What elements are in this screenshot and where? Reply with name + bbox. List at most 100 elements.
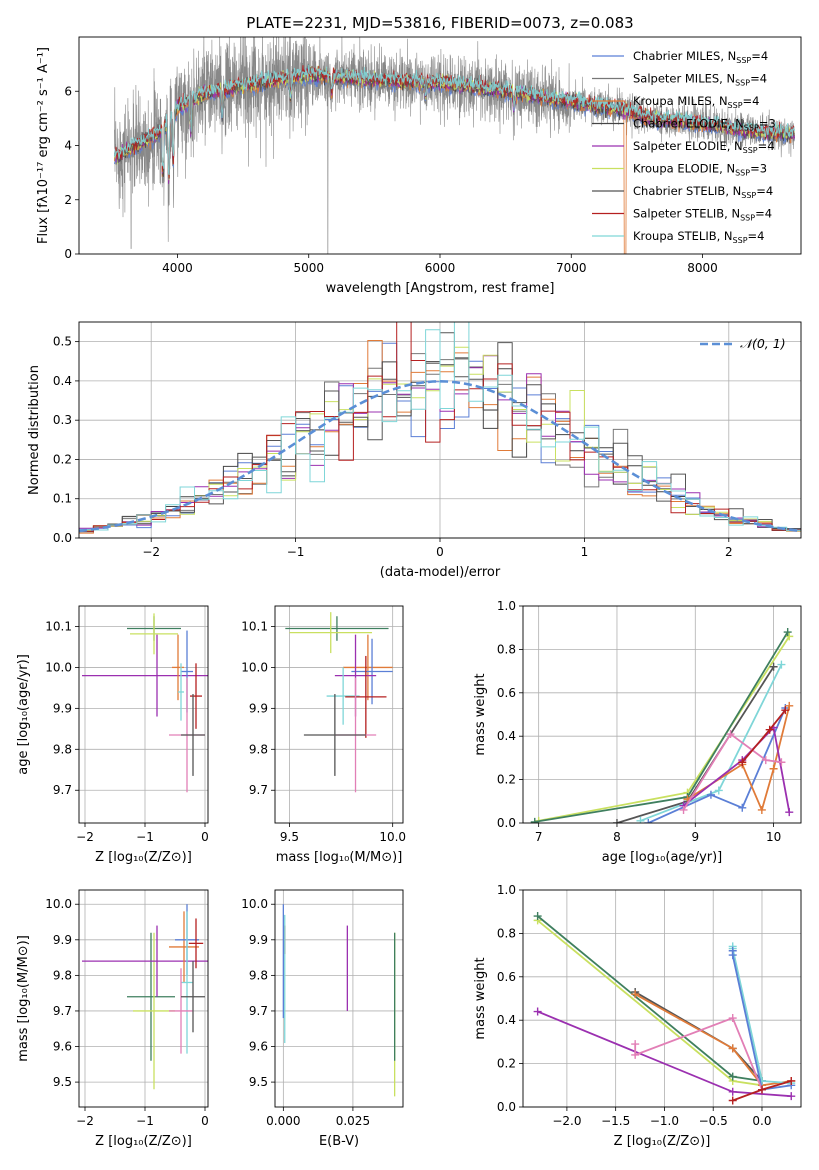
y-tick-label: 10.1: [45, 619, 72, 633]
legend-label: Kroupa ELODIE, NSSP=3: [633, 162, 767, 178]
legend-sub: SSP: [741, 191, 756, 200]
y-tick-label: 0.4: [497, 1013, 516, 1027]
panel-Z-weight: −2.0 −1.5 −1.0 −0.5 0.0 0.0 0.2 0.4 0.6 0.8 1.0 Z […: [473, 883, 802, 1149]
weight-marker: [612, 819, 621, 823]
panel-mass-age: 9.5 10.0 9.7 9.8 9.9 10.0 10.1 mass [log₁₀(M/M⊙…: [241, 605, 406, 865]
axes-frame: [78, 605, 209, 824]
weight-marker: [787, 1092, 796, 1101]
x-tick-label: 0: [201, 830, 209, 844]
x-tick-label: 1: [581, 545, 589, 559]
y-tick-label: 9.7: [53, 783, 72, 797]
x-tick-label: 7000: [556, 261, 587, 275]
weight-marker: [728, 1087, 737, 1096]
weight-marker: [777, 758, 786, 767]
y-tick-label: 10.0: [45, 660, 72, 674]
grid: [523, 605, 801, 824]
x-tick-label: −1: [136, 1114, 154, 1128]
y-tick-label: 0.6: [497, 686, 516, 700]
weight-series-pink: [634, 1016, 763, 1090]
weight-marker: [728, 1072, 737, 1081]
y-tick-label: 9.6: [53, 1040, 72, 1054]
x-tick-label: −1.0: [650, 1114, 679, 1128]
panel-Z-age: −2 −1 0 9.7 9.8 9.9 10.0 10.1 Z [log₁₀(Z/Z⊙)] age…: [16, 605, 209, 865]
legend-text: Kroupa ELODIE, N: [633, 162, 735, 176]
weight-marker: [738, 803, 747, 812]
weight-marker: [757, 805, 766, 814]
axes-frame: [78, 321, 802, 539]
weight-marker: [785, 808, 794, 817]
legend-sub: SSP: [736, 56, 751, 65]
x-axis-label: Z [log₁₀(Z/Z⊙)]: [95, 850, 192, 865]
weight-marker: [644, 819, 653, 823]
y-tick-label: 9.8: [53, 968, 72, 982]
y-tick-label: 9.9: [249, 933, 268, 947]
x-tick-label: 5000: [293, 261, 324, 275]
weight-series-kroupa_miles: [634, 993, 792, 1087]
panel-residuals: −2 −1 0 1 2 0.0 0.1 0.2 0.3 0.4 0.5 (data-model)/er…: [27, 321, 802, 580]
y-tick-label: 10.1: [241, 619, 268, 633]
y-tick-label: 10.0: [45, 897, 72, 911]
y-tick-label: 9.9: [53, 933, 72, 947]
y-tick-label: 0.1: [53, 492, 72, 506]
x-tick-label: 2: [725, 545, 733, 559]
y-tick-label: 0.2: [497, 1057, 516, 1071]
y-tick-label: 0.0: [497, 1100, 516, 1114]
histogram-kroupa_stelib: [79, 322, 801, 532]
x-tick-label: −1: [136, 830, 154, 844]
weight-series-kroupa_elodie: [538, 635, 791, 822]
legend-sub: SSP: [733, 236, 748, 245]
x-tick-label: 7: [535, 830, 543, 844]
plot-area: [113, 37, 795, 254]
legend-suffix: =3: [750, 162, 767, 176]
y-tick-label: 6: [64, 84, 72, 98]
weight-marker: [757, 1085, 766, 1094]
x-tick-label: −2: [76, 830, 94, 844]
legend-sub: SSP: [735, 79, 750, 88]
y-tick-label: 9.7: [53, 1004, 72, 1018]
legend-text: Salpeter ELODIE, N: [633, 139, 743, 153]
y-tick-label: 9.6: [249, 1040, 268, 1054]
weight-marker: [728, 1014, 737, 1023]
x-tick-label: 0.0: [752, 1114, 771, 1128]
y-axis-label: age [log₁₀(age/yr)]: [16, 654, 31, 775]
x-tick-label: −0.5: [699, 1114, 728, 1128]
y-axis-label: mass weight: [473, 673, 488, 755]
y-tick-label: 10.0: [241, 660, 268, 674]
panel-EBV-mass: 0.000 0.025 9.5 9.6 9.7 9.8 9.9 10.0 E(B-V): [241, 889, 404, 1149]
weight-marker: [785, 701, 794, 710]
weight-marker: [636, 816, 645, 823]
weight-marker: [530, 817, 539, 823]
y-axis-label: Flux [fλ10⁻¹⁷ erg cm⁻² s⁻¹ A⁻¹]: [36, 47, 51, 244]
plot-area: [530, 628, 794, 823]
x-axis-label: (data-model)/error: [380, 565, 501, 580]
x-tick-label: 0: [436, 545, 444, 559]
x-axis-label: Z [log₁₀(Z/Z⊙)]: [95, 1134, 192, 1149]
x-tick-label: 10.0: [379, 830, 406, 844]
legend-suffix: =4: [755, 207, 772, 221]
histogram-salpeter_stelib: [79, 322, 801, 532]
legend-sub: SSP: [740, 214, 755, 223]
weight-marker: [728, 1096, 737, 1105]
weight-marker: [728, 951, 737, 960]
y-tick-label: 9.7: [249, 1004, 268, 1018]
weight-marker: [783, 628, 792, 637]
weight-marker: [738, 758, 747, 767]
plot-area: [282, 904, 396, 1097]
y-tick-label: 9.9: [249, 701, 268, 715]
x-tick-label: 0.025: [336, 1114, 370, 1128]
y-axis-label: mass [log₁₀(M/M⊙)]: [16, 935, 31, 1062]
legend-text: Salpeter MILES, N: [633, 72, 735, 86]
legend-text: Chabrier MILES, N: [633, 49, 736, 63]
weight-marker: [679, 805, 688, 814]
figure-title: PLATE=2231, MJD=53816, FIBERID=0073, z=0…: [246, 14, 633, 32]
y-tick-label: 0.5: [53, 335, 72, 349]
x-tick-label: −2: [76, 1114, 94, 1128]
grid: [275, 606, 403, 823]
y-tick-label: 2: [64, 193, 72, 207]
x-axis-label: mass [log₁₀(M/M⊙)]: [276, 850, 403, 865]
legend-suffix: =4: [751, 49, 768, 63]
weight-marker: [714, 786, 723, 795]
axes-frame: [522, 605, 802, 824]
legend-suffix: =3: [759, 117, 776, 131]
